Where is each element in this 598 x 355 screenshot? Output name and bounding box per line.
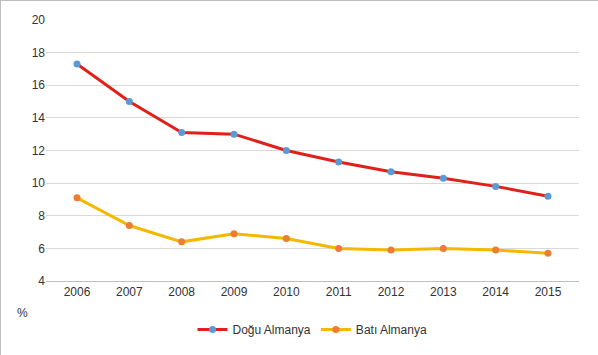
svg-text:2010: 2010 xyxy=(273,285,300,299)
svg-text:20: 20 xyxy=(32,13,46,27)
svg-text:18: 18 xyxy=(32,46,46,60)
svg-text:8: 8 xyxy=(38,209,45,223)
svg-text:2009: 2009 xyxy=(221,285,248,299)
svg-text:Batı Almanya: Batı Almanya xyxy=(356,323,427,337)
svg-text:2015: 2015 xyxy=(535,285,562,299)
svg-text:12: 12 xyxy=(32,144,46,158)
svg-text:%: % xyxy=(17,306,28,320)
svg-text:10: 10 xyxy=(32,176,46,190)
svg-text:2007: 2007 xyxy=(116,285,143,299)
svg-text:2011: 2011 xyxy=(326,285,352,299)
svg-text:16: 16 xyxy=(32,78,46,92)
svg-text:2013: 2013 xyxy=(430,285,457,299)
svg-text:2006: 2006 xyxy=(64,285,91,299)
svg-text:2008: 2008 xyxy=(168,285,195,299)
svg-text:14: 14 xyxy=(32,111,46,125)
svg-text:Doğu Almanya: Doğu Almanya xyxy=(233,323,311,337)
svg-text:2014: 2014 xyxy=(482,285,509,299)
svg-text:2012: 2012 xyxy=(378,285,405,299)
svg-text:4: 4 xyxy=(38,274,45,288)
svg-text:6: 6 xyxy=(38,242,45,256)
